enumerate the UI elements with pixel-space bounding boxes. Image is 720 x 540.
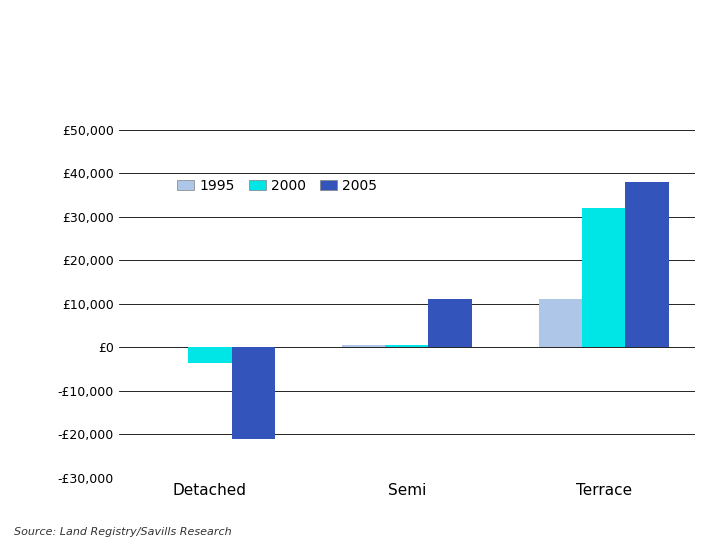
Bar xyxy=(625,182,669,347)
Bar xyxy=(342,345,385,347)
Legend: 1995, 2000, 2005: 1995, 2000, 2005 xyxy=(172,173,383,198)
Bar xyxy=(385,345,428,347)
Text: Source: Land Registry/Savills Research: Source: Land Registry/Savills Research xyxy=(14,526,232,537)
Bar xyxy=(539,299,582,347)
Bar xyxy=(582,208,625,347)
Text: market pricing shows quality disparity: market pricing shows quality disparity xyxy=(16,57,495,80)
Bar xyxy=(232,347,275,438)
Bar xyxy=(189,347,232,362)
Bar xyxy=(428,299,472,347)
